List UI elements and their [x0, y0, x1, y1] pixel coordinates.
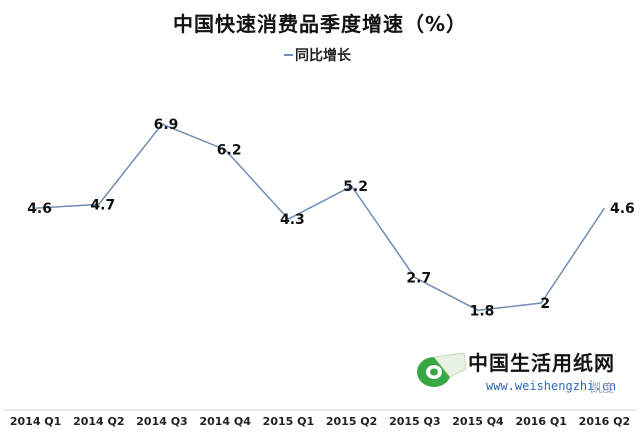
- x-tick-label: 2014 Q2: [73, 415, 124, 428]
- data-label: 4.3: [280, 212, 305, 228]
- data-label: 6.9: [154, 117, 179, 133]
- chart-title: 中国快速消费品季度增速（%）: [172, 12, 468, 36]
- legend-label: 同比增长: [295, 48, 351, 64]
- watermark: 中国生活用纸网 www.weishengzhi.cn 凯度: [412, 345, 634, 409]
- legend: 同比增长: [284, 45, 351, 65]
- x-tick-label: 2014 Q3: [136, 415, 187, 428]
- x-tick-label: 2014 Q4: [199, 415, 251, 428]
- watermark-url: www.weishengzhi.cn: [486, 379, 617, 393]
- series-line: [35, 123, 606, 312]
- watermark-site-name: 中国生活用纸网: [468, 351, 615, 375]
- x-tick-label: 2014 Q1: [10, 415, 61, 428]
- legend-line-swatch: [284, 54, 293, 56]
- x-tick-label: 2016 Q1: [515, 415, 566, 428]
- x-axis-ticks: 2014 Q1 2014 Q2 2014 Q3 2014 Q4 2015 Q1 2015 …: [10, 415, 630, 428]
- watermark-logo: [417, 352, 467, 387]
- data-labels: 4.6 4.7 6.9 6.2 4.3 5.2 2.7 1.8 2 4.6: [27, 117, 635, 319]
- watermark-tag: 凯度: [590, 381, 615, 395]
- x-tick-label: 2015 Q1: [263, 415, 314, 428]
- data-label: 4.6: [27, 201, 52, 217]
- x-tick-label: 2015 Q3: [389, 415, 440, 428]
- data-label: 6.2: [217, 143, 242, 159]
- data-label: 5.2: [343, 179, 368, 195]
- x-tick-label: 2015 Q2: [326, 415, 377, 428]
- data-label: 2: [540, 296, 550, 312]
- data-label: 1.8: [470, 303, 495, 319]
- data-label: 2.7: [406, 270, 431, 286]
- data-label: 4.7: [90, 197, 115, 213]
- x-tick-label: 2015 Q4: [452, 415, 504, 428]
- data-label: 4.6: [610, 201, 635, 217]
- x-tick-label: 2016 Q2: [579, 415, 630, 428]
